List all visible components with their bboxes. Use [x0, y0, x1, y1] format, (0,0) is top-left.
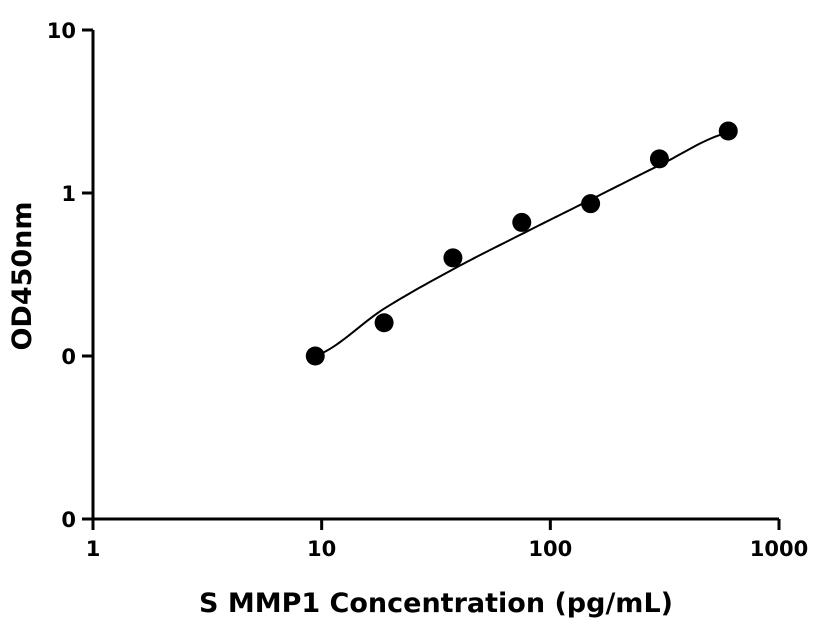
axes — [91, 30, 779, 521]
data-points — [305, 121, 738, 366]
data-point — [649, 149, 669, 169]
x-tick-label: 1000 — [750, 537, 808, 561]
data-point — [305, 346, 325, 366]
y-tick-label: 10 — [47, 19, 76, 43]
data-point — [443, 248, 463, 268]
data-point — [512, 212, 532, 232]
x-tick-label: 100 — [528, 537, 572, 561]
data-point — [374, 313, 394, 333]
data-point — [581, 194, 601, 214]
y-axis-title: OD450nm — [7, 201, 38, 350]
y-tick-label: 1 — [61, 182, 76, 206]
y-tick-label: 0 — [61, 345, 76, 369]
data-point — [718, 121, 738, 141]
x-axis-title: S MMP1 Concentration (pg/mL) — [199, 588, 673, 619]
y-tick-label: 0 — [61, 508, 76, 532]
x-tick-label: 1 — [86, 537, 101, 561]
x-tick-label: 10 — [307, 537, 336, 561]
